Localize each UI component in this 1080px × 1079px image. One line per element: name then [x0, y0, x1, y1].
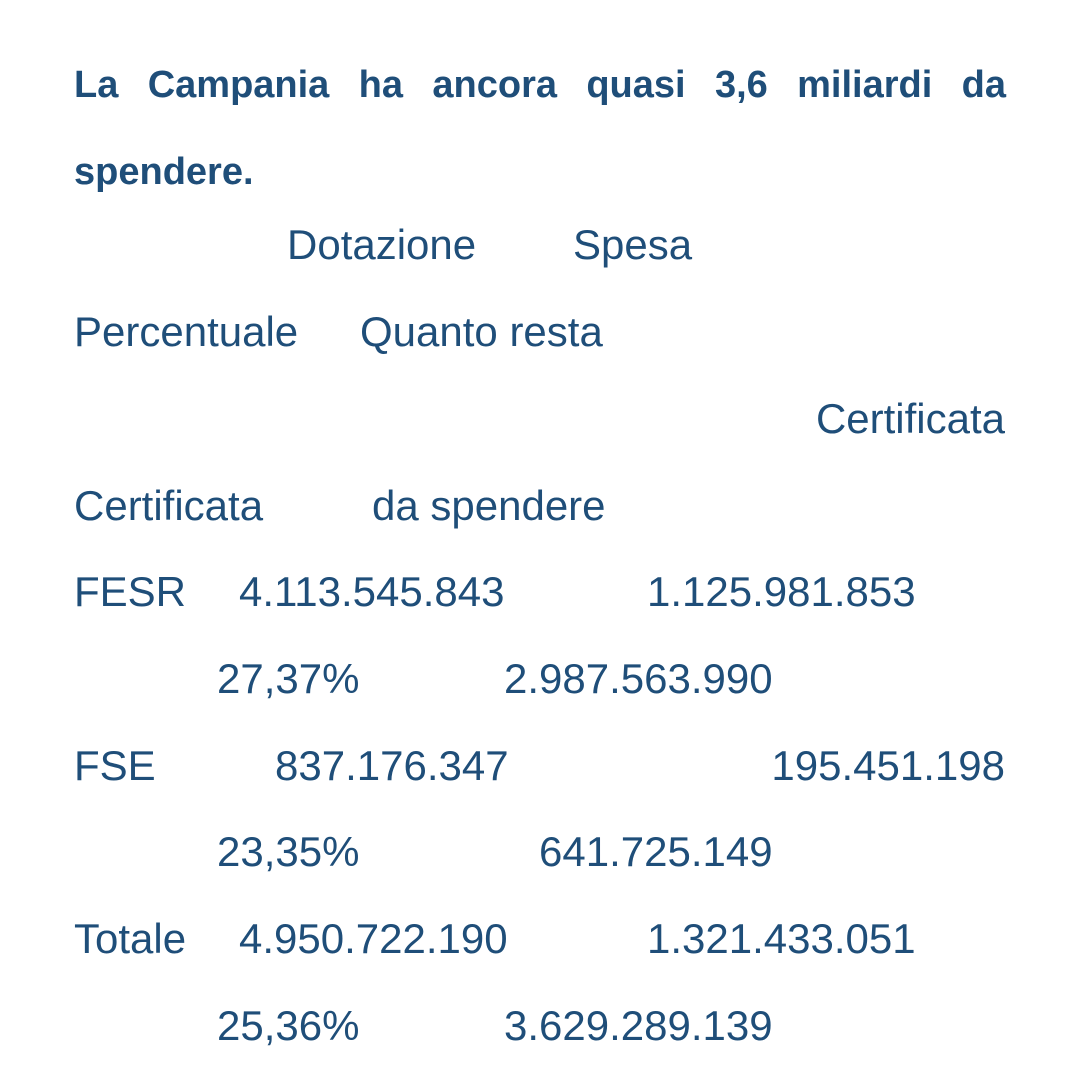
totale-resta: 3.629.289.139: [504, 1002, 773, 1049]
totale-dotazione: 4.950.722.190: [239, 915, 508, 962]
fse-dotazione: 837.176.347: [275, 742, 509, 789]
fesr-dotazione: 4.113.545.843: [239, 568, 505, 615]
header-quanto-resta: Quanto resta: [360, 308, 603, 355]
fesr-percentuale: 27,37%: [217, 655, 360, 702]
article-title: La Campania ha ancora quasi 3,6 miliardi…: [74, 64, 1006, 193]
header-percentuale: Percentuale: [74, 308, 299, 355]
header-certificata-spesa: Certificata: [815, 395, 1005, 442]
totale-percentuale: 25,36%: [217, 1002, 360, 1049]
fse-percentuale: 23,35%: [217, 828, 360, 875]
header-da-spendere: da spendere: [372, 482, 606, 529]
row-label-fesr: FESR: [74, 568, 187, 615]
fse-spesa: 195.451.198: [771, 742, 1005, 789]
header-spesa: Spesa: [573, 221, 693, 268]
header-dotazione: Dotazione: [287, 221, 477, 268]
totale-spesa: 1.321.433.051: [647, 915, 916, 962]
fesr-resta: 2.987.563.990: [504, 655, 773, 702]
row-label-fse: FSE: [74, 742, 156, 789]
header-certificata-percentuale: Certificata: [74, 482, 264, 529]
row-label-totale: Totale: [74, 915, 187, 962]
fse-resta: 641.725.149: [539, 828, 773, 875]
fesr-spesa: 1.125.981.853: [647, 568, 916, 615]
